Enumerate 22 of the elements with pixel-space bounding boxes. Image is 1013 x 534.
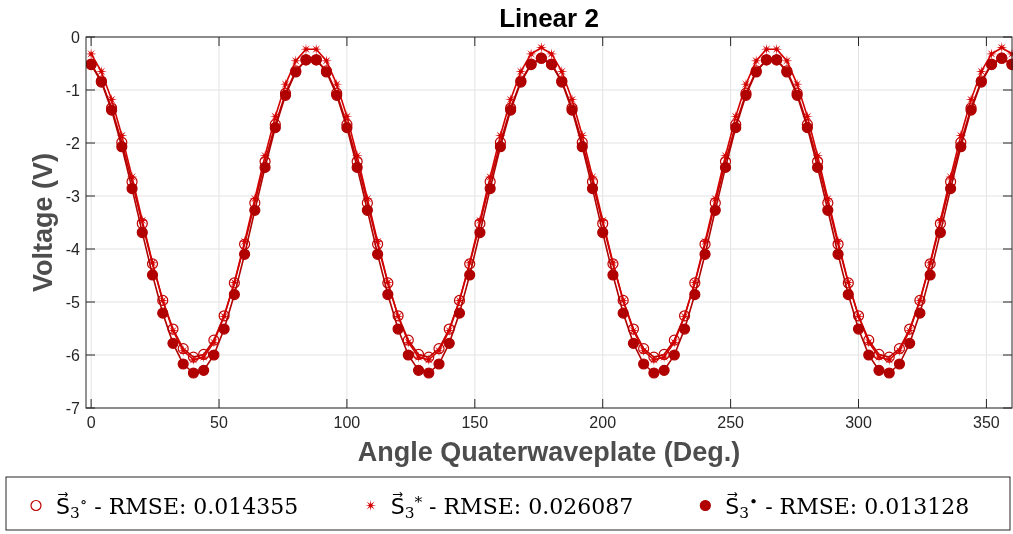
- y-tick-label: -5: [65, 294, 81, 311]
- x-axis-title: Angle Quaterwaveplate (Deg.): [357, 437, 741, 467]
- y-tick-label: 0: [71, 29, 81, 46]
- x-tick-label: 150: [461, 414, 489, 431]
- chart-title: Linear 2: [499, 3, 599, 33]
- y-tick-label: -2: [65, 135, 81, 152]
- x-tick-label: 100: [333, 414, 361, 431]
- x-tick-label: 200: [589, 414, 617, 431]
- x-tick-label: 50: [210, 414, 229, 431]
- x-tick-label: 350: [973, 414, 1000, 431]
- y-tick-label: -6: [65, 347, 81, 364]
- x-tick-label: 300: [845, 414, 872, 431]
- y-tick-label: -1: [65, 82, 81, 99]
- x-tick-label: 0: [86, 414, 96, 431]
- legend-label: S⃗$_{3}$$^{•}$ - RMSE: 0.013128: [725, 492, 970, 522]
- y-tick-label: -3: [65, 188, 81, 205]
- y-tick-label: -7: [65, 400, 81, 417]
- y-tick-label: -4: [65, 241, 81, 258]
- x-tick-label: 250: [717, 414, 745, 431]
- legend-label: S⃗$_{3}$$^{*}$ - RMSE: 0.026087: [390, 492, 634, 522]
- y-axis-title: Voltage (V): [28, 152, 58, 293]
- legend-label: S⃗$_{3}$$^{∘}$ - RMSE: 0.014355: [56, 492, 299, 522]
